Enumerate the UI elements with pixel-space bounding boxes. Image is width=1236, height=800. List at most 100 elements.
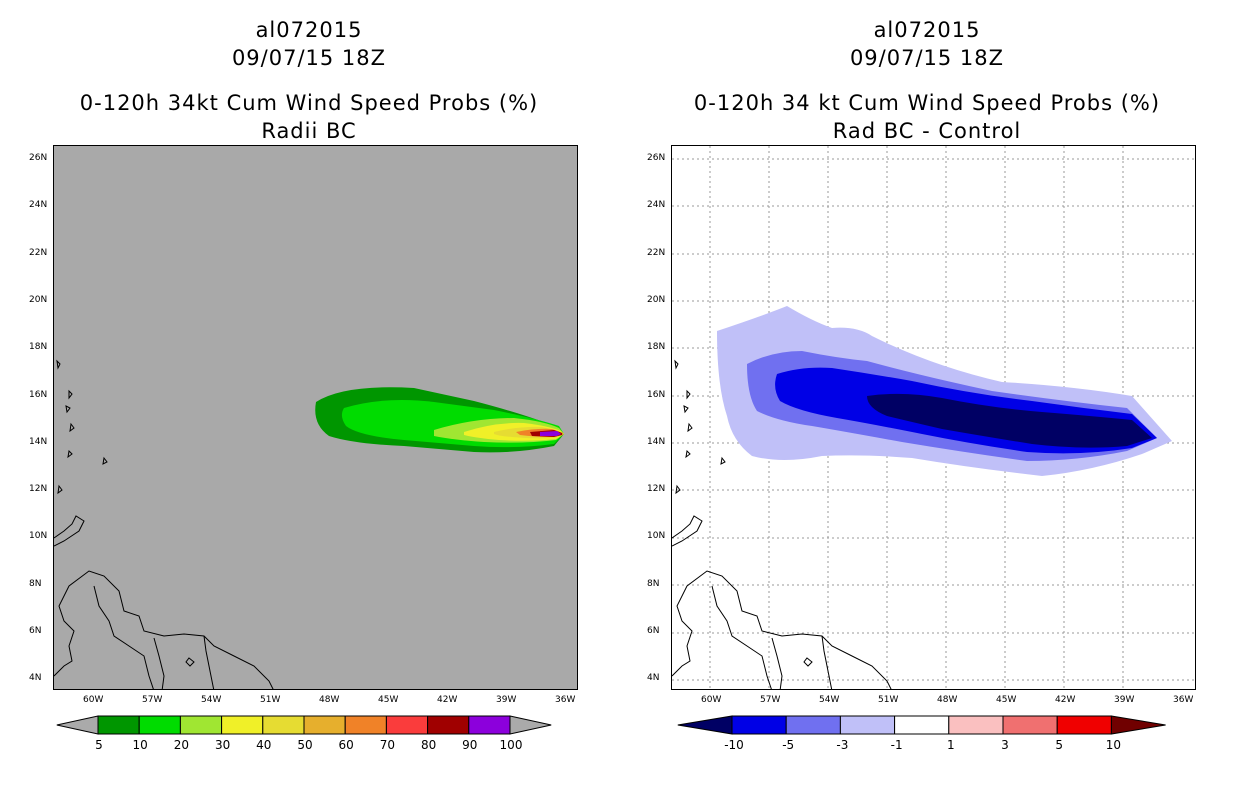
lat-label: 18N: [29, 342, 48, 353]
colorbar-segment: [97, 715, 140, 735]
colorbar-under-arrow: [677, 715, 733, 735]
lat-label: 12N: [29, 484, 48, 495]
lon-label: 60W: [83, 695, 104, 705]
colorbar-segment: [262, 715, 305, 735]
colorbar-label: 30: [214, 738, 231, 752]
diff-10: [867, 393, 1152, 448]
left-subtitle: Radii BC: [261, 119, 357, 143]
lat-label: 18N: [647, 342, 666, 353]
colorbar-label: 10: [1105, 738, 1122, 752]
colorbar-label: 40: [256, 738, 272, 752]
lat-label: 26N: [29, 153, 48, 163]
lat-label: 4N: [647, 673, 660, 684]
colorbar-label: 1: [946, 738, 955, 752]
lat-label: 26N: [647, 153, 666, 163]
colorbar-segment: [839, 715, 896, 735]
lon-label: 45W: [378, 695, 399, 705]
lat-label: 20N: [647, 294, 666, 305]
lon-label: 57W: [142, 695, 163, 705]
right-storm-id: al072015: [873, 18, 981, 42]
colorbar-segment: [785, 715, 841, 735]
lon-label: 48W: [319, 695, 340, 705]
colorbar-segment: [948, 715, 1004, 735]
lon-label: 51W: [878, 695, 899, 705]
colorbar-label: 20: [173, 738, 190, 752]
colorbar-segment: [468, 715, 511, 735]
colorbar-label: -1: [890, 738, 903, 752]
colorbar-segment: [894, 715, 950, 735]
right-subtitle: Rad BC - Control: [832, 119, 1022, 143]
lon-label: 42W: [437, 695, 458, 705]
lat-label: 6N: [647, 626, 660, 636]
colorbar-segment: [731, 715, 787, 735]
right-colorbar: [677, 715, 1166, 735]
lon-label: 45W: [996, 695, 1017, 705]
colorbar-label: -3: [836, 738, 849, 752]
colorbar-label: 90: [462, 738, 478, 752]
left-map: [53, 145, 578, 690]
colorbar-segment: [1002, 715, 1058, 735]
right-map: [671, 145, 1196, 690]
left-product-title: 0-120h 34kt Cum Wind Speed Probs (%): [79, 91, 539, 115]
lon-label: 36W: [1173, 695, 1194, 705]
lat-label: 14N: [29, 436, 48, 447]
lat-label: 10N: [29, 531, 48, 542]
grid-lines: [672, 146, 1195, 689]
left-colorbar: [56, 715, 552, 735]
lat-label: 16N: [29, 389, 48, 400]
lat-label: 24N: [29, 200, 48, 211]
lon-label: 51W: [260, 695, 281, 705]
lon-label: 60W: [701, 695, 722, 705]
lat-label: 10N: [647, 531, 666, 542]
colorbar-label: 80: [420, 738, 437, 752]
lat-label: 22N: [647, 247, 666, 258]
lat-label: 8N: [29, 578, 42, 589]
colorbar-segment: [303, 715, 346, 735]
colorbar-label: 3: [1001, 738, 1009, 752]
right-map-canvas: [672, 146, 1195, 689]
colorbar-over-arrow: [1110, 715, 1166, 735]
lon-label: 57W: [760, 695, 781, 705]
right-product-title: 0-120h 34 kt Cum Wind Speed Probs (%): [693, 91, 1161, 115]
lat-label: 20N: [29, 294, 48, 305]
lat-label: 24N: [647, 200, 666, 211]
colorbar-label: 70: [379, 738, 396, 752]
lon-label: 48W: [937, 695, 958, 705]
lon-label: 39W: [496, 695, 517, 705]
lat-label: 4N: [29, 673, 42, 684]
lon-label: 54W: [819, 695, 840, 705]
lat-label: 6N: [29, 626, 42, 636]
lon-label: 39W: [1114, 695, 1135, 705]
colorbar-label: 50: [297, 738, 313, 752]
colorbar-segment: [344, 715, 387, 735]
colorbar-segment: [1056, 715, 1112, 735]
coastline: [672, 359, 892, 689]
lat-label: 22N: [29, 247, 48, 258]
lat-label: 14N: [647, 436, 666, 447]
left-map-canvas: [54, 359, 564, 689]
colorbar-label: 100: [499, 738, 523, 752]
left-date: 09/07/15 18Z: [231, 46, 387, 70]
colorbar-segment: [385, 715, 429, 735]
colorbar-label: 5: [95, 738, 103, 752]
lon-label: 42W: [1055, 695, 1076, 705]
colorbar-label: 60: [338, 738, 354, 752]
colorbar-segment: [179, 715, 223, 735]
colorbar-label: -5: [782, 738, 795, 752]
left-panel: al072015 09/07/15 18Z 0-120h 34kt Cum Wi…: [29, 18, 578, 752]
colorbar-over-arrow: [509, 715, 552, 735]
lon-label: 54W: [201, 695, 222, 705]
lon-label: 36W: [555, 695, 576, 705]
right-date: 09/07/15 18Z: [849, 46, 1005, 70]
colorbar-label: 5: [1055, 738, 1064, 752]
left-storm-id: al072015: [255, 18, 363, 42]
colorbar-segment: [221, 715, 264, 735]
lat-label: 16N: [647, 389, 666, 400]
colorbar-under-arrow: [56, 715, 99, 735]
colorbar-label: -10: [724, 738, 744, 752]
prob-90: [540, 431, 561, 436]
coastline: [54, 359, 274, 689]
colorbar-segment: [427, 715, 470, 735]
lat-label: 12N: [647, 484, 666, 495]
colorbar-segment: [138, 715, 181, 735]
